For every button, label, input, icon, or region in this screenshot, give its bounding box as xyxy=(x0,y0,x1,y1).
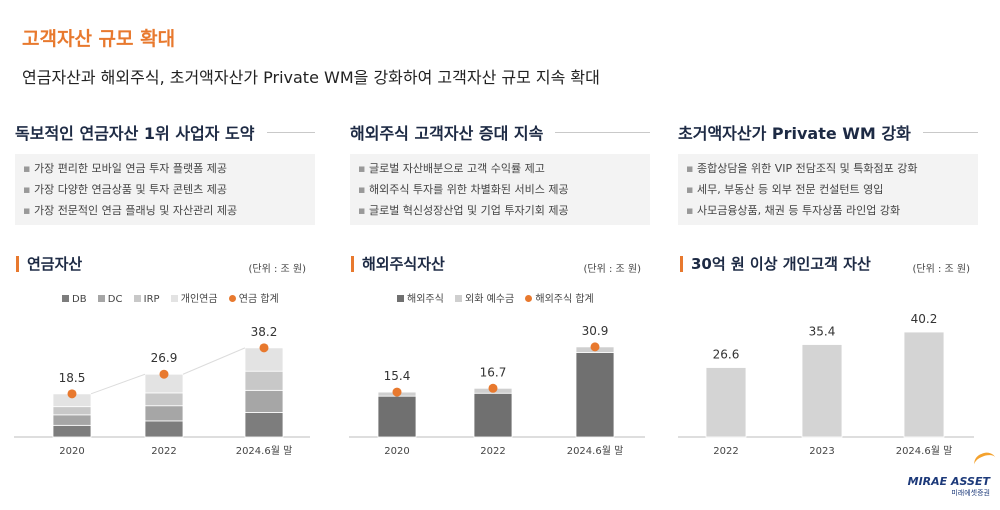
legend-label: 외화 예수금 xyxy=(465,294,515,305)
column-heading: 독보적인 연금자산 1위 사업자 도약 xyxy=(15,124,255,143)
total-marker xyxy=(259,343,269,353)
x-tick-label: 2020 xyxy=(384,446,409,457)
bar-segment xyxy=(244,370,284,391)
total-label: 26.9 xyxy=(151,351,178,365)
legend-label: IRP xyxy=(143,294,160,305)
bar-segment xyxy=(144,420,184,438)
x-tick-label: 2022 xyxy=(713,446,738,457)
logo-subname: 미래에셋증권 xyxy=(951,489,990,497)
pension-chart-svg: 2020 2022 2024.6월 말 18.5 26.9 38.2 xyxy=(14,325,310,457)
bar-segment xyxy=(473,392,513,438)
value-label: 26.6 xyxy=(713,348,740,362)
bar-segment xyxy=(52,406,92,416)
legend-swatch xyxy=(455,295,462,302)
legend-swatch xyxy=(62,295,69,302)
legend-swatch xyxy=(133,295,141,302)
total-marker xyxy=(159,369,169,379)
legend-dot xyxy=(525,295,533,302)
bar-segment xyxy=(244,389,284,413)
connector-line xyxy=(182,347,246,375)
page-title: 고객자산 규모 확대 xyxy=(22,28,176,50)
bar-segment xyxy=(244,412,284,438)
legend-dot xyxy=(228,295,236,302)
x-tick-label: 2024.6월 말 xyxy=(236,445,293,457)
bar-segment xyxy=(575,352,615,438)
page-subtitle: 연금자산과 해외주식, 초거액자산가 Private WM을 강화하여 고객자산… xyxy=(22,68,600,87)
total-label: 38.2 xyxy=(251,325,278,339)
total-marker xyxy=(392,387,402,397)
bullet-item: 가장 다양한 연금상품 및 투자 콘텐츠 제공 xyxy=(23,179,307,200)
column-heading: 초거액자산가 Private WM 강화 xyxy=(678,124,911,143)
total-marker xyxy=(488,383,498,393)
legend-label: DC xyxy=(107,294,123,305)
chart-title: 연금자산 xyxy=(16,256,82,272)
bullet-item: 종합상담을 위한 VIP 전담조직 및 특화점포 강화 xyxy=(686,158,970,179)
chart-unit: (단위 : 조 원) xyxy=(583,264,641,275)
legend-label: 해외주식 합계 xyxy=(535,294,594,305)
total-label: 16.7 xyxy=(480,365,507,379)
private-wm-chart-svg: 2022 2023 2024.6월 말 26.6 35.4 40.2 xyxy=(678,312,974,457)
bar-segment xyxy=(377,395,417,438)
total-label: 30.9 xyxy=(582,324,609,338)
legend-swatch xyxy=(97,295,105,302)
company-logo: MIRAE ASSET 미래에셋증권 xyxy=(908,475,990,498)
divider xyxy=(555,131,650,133)
chart-title: 30억 원 이상 개인고객 자산 xyxy=(680,256,871,272)
private-wm-chart: 30억 원 이상 개인고객 자산 (단위 : 조 원) 2022 2023 2024… xyxy=(676,250,976,465)
overseas-chart: 해외주식자산 (단위 : 조 원) 해외주식 외화 예수금 해외주식 합계 20… xyxy=(347,250,647,465)
x-tick-label: 2024.6월 말 xyxy=(896,445,953,457)
bullet-list: 글로벌 자산배분으로 고객 수익률 제고 해외주식 투자를 위한 차별화된 서비… xyxy=(350,154,650,225)
bullet-item: 글로벌 혁신성장산업 및 기업 투자기회 제공 xyxy=(358,200,642,221)
bar-segment xyxy=(144,392,184,407)
x-tick-label: 2024.6월 말 xyxy=(567,445,624,457)
bullet-item: 사모금융상품, 채권 등 투자상품 라인업 강화 xyxy=(686,200,970,221)
bar-segment xyxy=(903,331,945,438)
total-marker xyxy=(590,342,600,352)
overseas-chart-svg: 2020 2022 2024.6월 말 15.4 16.7 30.9 xyxy=(349,324,645,457)
divider xyxy=(266,131,315,133)
bar-segment xyxy=(52,424,92,438)
bar-segment xyxy=(705,367,747,438)
bullet-list: 가장 편리한 모바일 연금 투자 플랫폼 제공 가장 다양한 연금상품 및 투자… xyxy=(15,154,315,225)
bar-segment xyxy=(52,414,92,426)
x-tick-label: 2022 xyxy=(480,446,505,457)
x-tick-label: 2023 xyxy=(809,446,834,457)
total-marker xyxy=(67,389,77,399)
bullet-list: 종합상담을 위한 VIP 전담조직 및 특화점포 강화 세무, 부동산 등 외부… xyxy=(678,154,978,225)
value-label: 40.2 xyxy=(911,312,938,326)
legend-swatch xyxy=(170,295,178,302)
bar-segment xyxy=(144,405,184,422)
logo-name: MIRAE ASSET xyxy=(907,475,990,488)
chart-legend: DB DC IRP 개인연금 연금 합계 xyxy=(54,290,279,305)
value-label: 35.4 xyxy=(809,325,836,339)
column-overseas: 해외주식 고객자산 증대 지속 글로벌 자산배분으로 고객 수익률 제고 해외주… xyxy=(350,120,650,225)
legend-label: 해외주식 xyxy=(407,294,444,305)
legend-label: DB xyxy=(72,294,87,305)
divider xyxy=(922,131,978,133)
bullet-item: 가장 전문적인 연금 플래닝 및 자산관리 제공 xyxy=(23,200,307,221)
bullet-item: 글로벌 자산배분으로 고객 수익률 제고 xyxy=(358,158,642,179)
pension-chart: 연금자산 (단위 : 조 원) DB DC IRP 개인연금 연금 합계 202… xyxy=(12,250,312,465)
legend-label: 연금 합계 xyxy=(238,294,279,305)
legend-label: 개인연금 xyxy=(180,294,218,305)
column-heading: 해외주식 고객자산 증대 지속 xyxy=(350,124,544,143)
chart-unit: (단위 : 조 원) xyxy=(248,264,306,275)
column-pension: 독보적인 연금자산 1위 사업자 도약 가장 편리한 모바일 연금 투자 플랫폼… xyxy=(15,120,315,225)
chart-title: 해외주식자산 xyxy=(351,256,445,272)
legend-swatch xyxy=(397,295,404,302)
x-tick-label: 2020 xyxy=(59,446,84,457)
bar-segment xyxy=(801,344,843,438)
total-label: 18.5 xyxy=(59,371,86,385)
bullet-item: 가장 편리한 모바일 연금 투자 플랫폼 제공 xyxy=(23,158,307,179)
bullet-item: 세무, 부동산 등 외부 전문 컨설턴트 영입 xyxy=(686,179,970,200)
connector-line xyxy=(90,373,146,395)
total-label: 15.4 xyxy=(384,369,411,383)
x-tick-label: 2022 xyxy=(151,446,176,457)
bullet-item: 해외주식 투자를 위한 차별화된 서비스 제공 xyxy=(358,179,642,200)
chart-legend: 해외주식 외화 예수금 해외주식 합계 xyxy=(389,290,594,305)
column-private-wm: 초거액자산가 Private WM 강화 종합상담을 위한 VIP 전담조직 및… xyxy=(678,120,978,225)
chart-unit: (단위 : 조 원) xyxy=(912,264,970,275)
